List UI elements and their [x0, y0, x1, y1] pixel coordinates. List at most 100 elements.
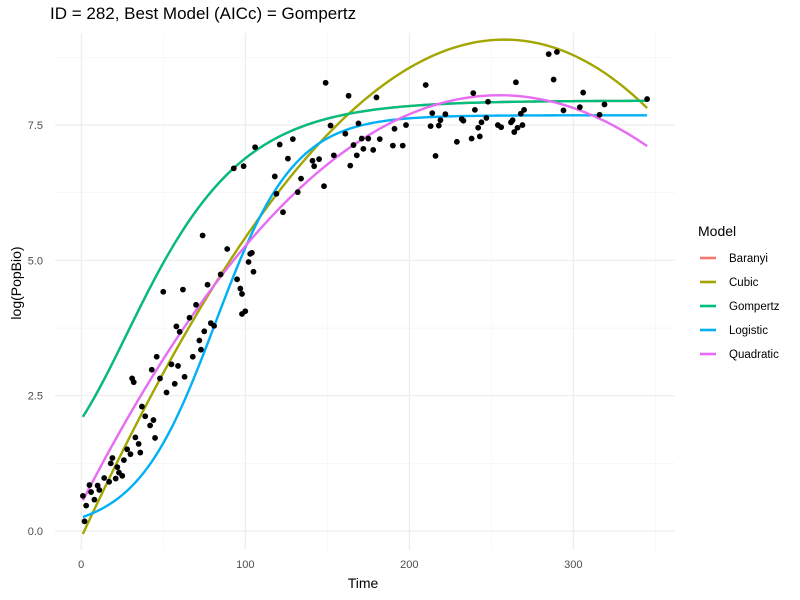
- data-point: [554, 49, 560, 55]
- data-point: [476, 133, 483, 140]
- data-point: [101, 475, 108, 481]
- legend-items: Baranyi Cubic Gompertz Logistic Quadratic: [700, 253, 780, 361]
- data-point: [150, 417, 157, 423]
- data-point: [224, 246, 231, 252]
- data-point: [514, 124, 521, 131]
- series-line-logistic: [82, 114, 648, 519]
- data-point: [201, 328, 208, 335]
- data-point: [106, 478, 113, 485]
- legend-label: Quadratic: [729, 349, 779, 361]
- data-point: [237, 285, 244, 292]
- legend-item-logistic: Logistic: [700, 325, 768, 337]
- data-point: [311, 163, 318, 170]
- series-line-quadratic: [81, 94, 648, 501]
- data-point: [353, 152, 360, 159]
- x-tick-label: 100: [236, 559, 254, 571]
- data-point: [560, 107, 567, 114]
- data-point: [147, 422, 154, 429]
- data-point: [576, 104, 583, 111]
- data-point: [429, 110, 436, 117]
- data-point: [471, 106, 478, 113]
- data-point: [107, 460, 114, 467]
- x-tick-label: 200: [400, 559, 418, 571]
- legend: Model Baranyi Cubic Gompertz Logistic Quadra…: [698, 223, 780, 361]
- data-point: [432, 152, 439, 159]
- x-tick-label: 300: [564, 559, 582, 571]
- data-point: [360, 145, 367, 152]
- data-point: [376, 136, 383, 143]
- data-point: [399, 142, 406, 149]
- x-axis-title: Time: [348, 575, 379, 591]
- chart-title: ID = 282, Best Model (AICc) = Gompertz: [50, 4, 357, 23]
- data-point: [198, 346, 204, 353]
- data-point: [242, 308, 249, 315]
- data-point: [550, 76, 557, 83]
- legend-label: Cubic: [729, 277, 759, 289]
- data-point: [373, 94, 380, 101]
- data-point: [347, 162, 354, 169]
- data-point: [435, 122, 442, 129]
- data-point: [168, 361, 175, 368]
- data-point: [137, 449, 144, 456]
- data-point: [171, 380, 178, 387]
- data-point: [273, 190, 280, 197]
- data-point: [355, 120, 362, 127]
- data-point: [175, 363, 181, 369]
- data-point: [285, 155, 291, 162]
- data-point: [173, 323, 180, 330]
- data-point: [88, 489, 94, 495]
- data-point: [422, 82, 429, 88]
- data-point: [437, 117, 444, 124]
- data-point: [322, 79, 329, 86]
- data-point: [252, 144, 259, 151]
- data-point: [211, 322, 218, 329]
- data-point: [330, 152, 337, 159]
- data-point: [485, 98, 491, 105]
- data-point: [114, 464, 121, 471]
- data-point: [298, 175, 304, 182]
- data-point: [86, 482, 93, 488]
- data-point: [230, 165, 237, 172]
- data-point-layer: [79, 49, 651, 525]
- data-point: [245, 259, 252, 265]
- data-point: [470, 90, 477, 96]
- data-point: [217, 271, 224, 278]
- data-point: [580, 89, 587, 96]
- data-point: [321, 183, 327, 190]
- legend-item-cubic: Cubic: [700, 277, 759, 289]
- data-point: [139, 403, 145, 410]
- data-point: [601, 101, 608, 108]
- data-point: [345, 92, 352, 99]
- data-point: [294, 189, 301, 196]
- data-point: [109, 455, 116, 461]
- data-point: [316, 156, 322, 163]
- data-point: [327, 122, 334, 129]
- data-point: [152, 435, 158, 441]
- grid-layer: [55, 33, 675, 550]
- data-point: [181, 373, 188, 380]
- data-point: [519, 122, 526, 128]
- data-point: [271, 173, 278, 180]
- data-point: [511, 129, 518, 135]
- series-line-layer: [81, 38, 648, 535]
- data-point: [83, 502, 90, 509]
- legend-label: Logistic: [729, 325, 768, 337]
- data-point: [545, 51, 552, 58]
- data-point: [91, 496, 98, 503]
- y-tick-label: 5.0: [28, 255, 43, 267]
- data-point: [350, 142, 357, 148]
- legend-label: Gompertz: [729, 301, 780, 313]
- data-point: [248, 249, 255, 256]
- data-point: [180, 286, 186, 293]
- data-point: [517, 110, 524, 117]
- data-point: [250, 268, 257, 275]
- data-point: [365, 135, 372, 142]
- data-point: [391, 125, 398, 132]
- data-point: [289, 136, 296, 143]
- data-point: [483, 115, 490, 121]
- x-tick-label: 0: [78, 559, 84, 571]
- data-point: [176, 328, 183, 335]
- data-point: [644, 96, 651, 102]
- data-point: [120, 457, 127, 464]
- legend-item-gompertz: Gompertz: [700, 301, 780, 313]
